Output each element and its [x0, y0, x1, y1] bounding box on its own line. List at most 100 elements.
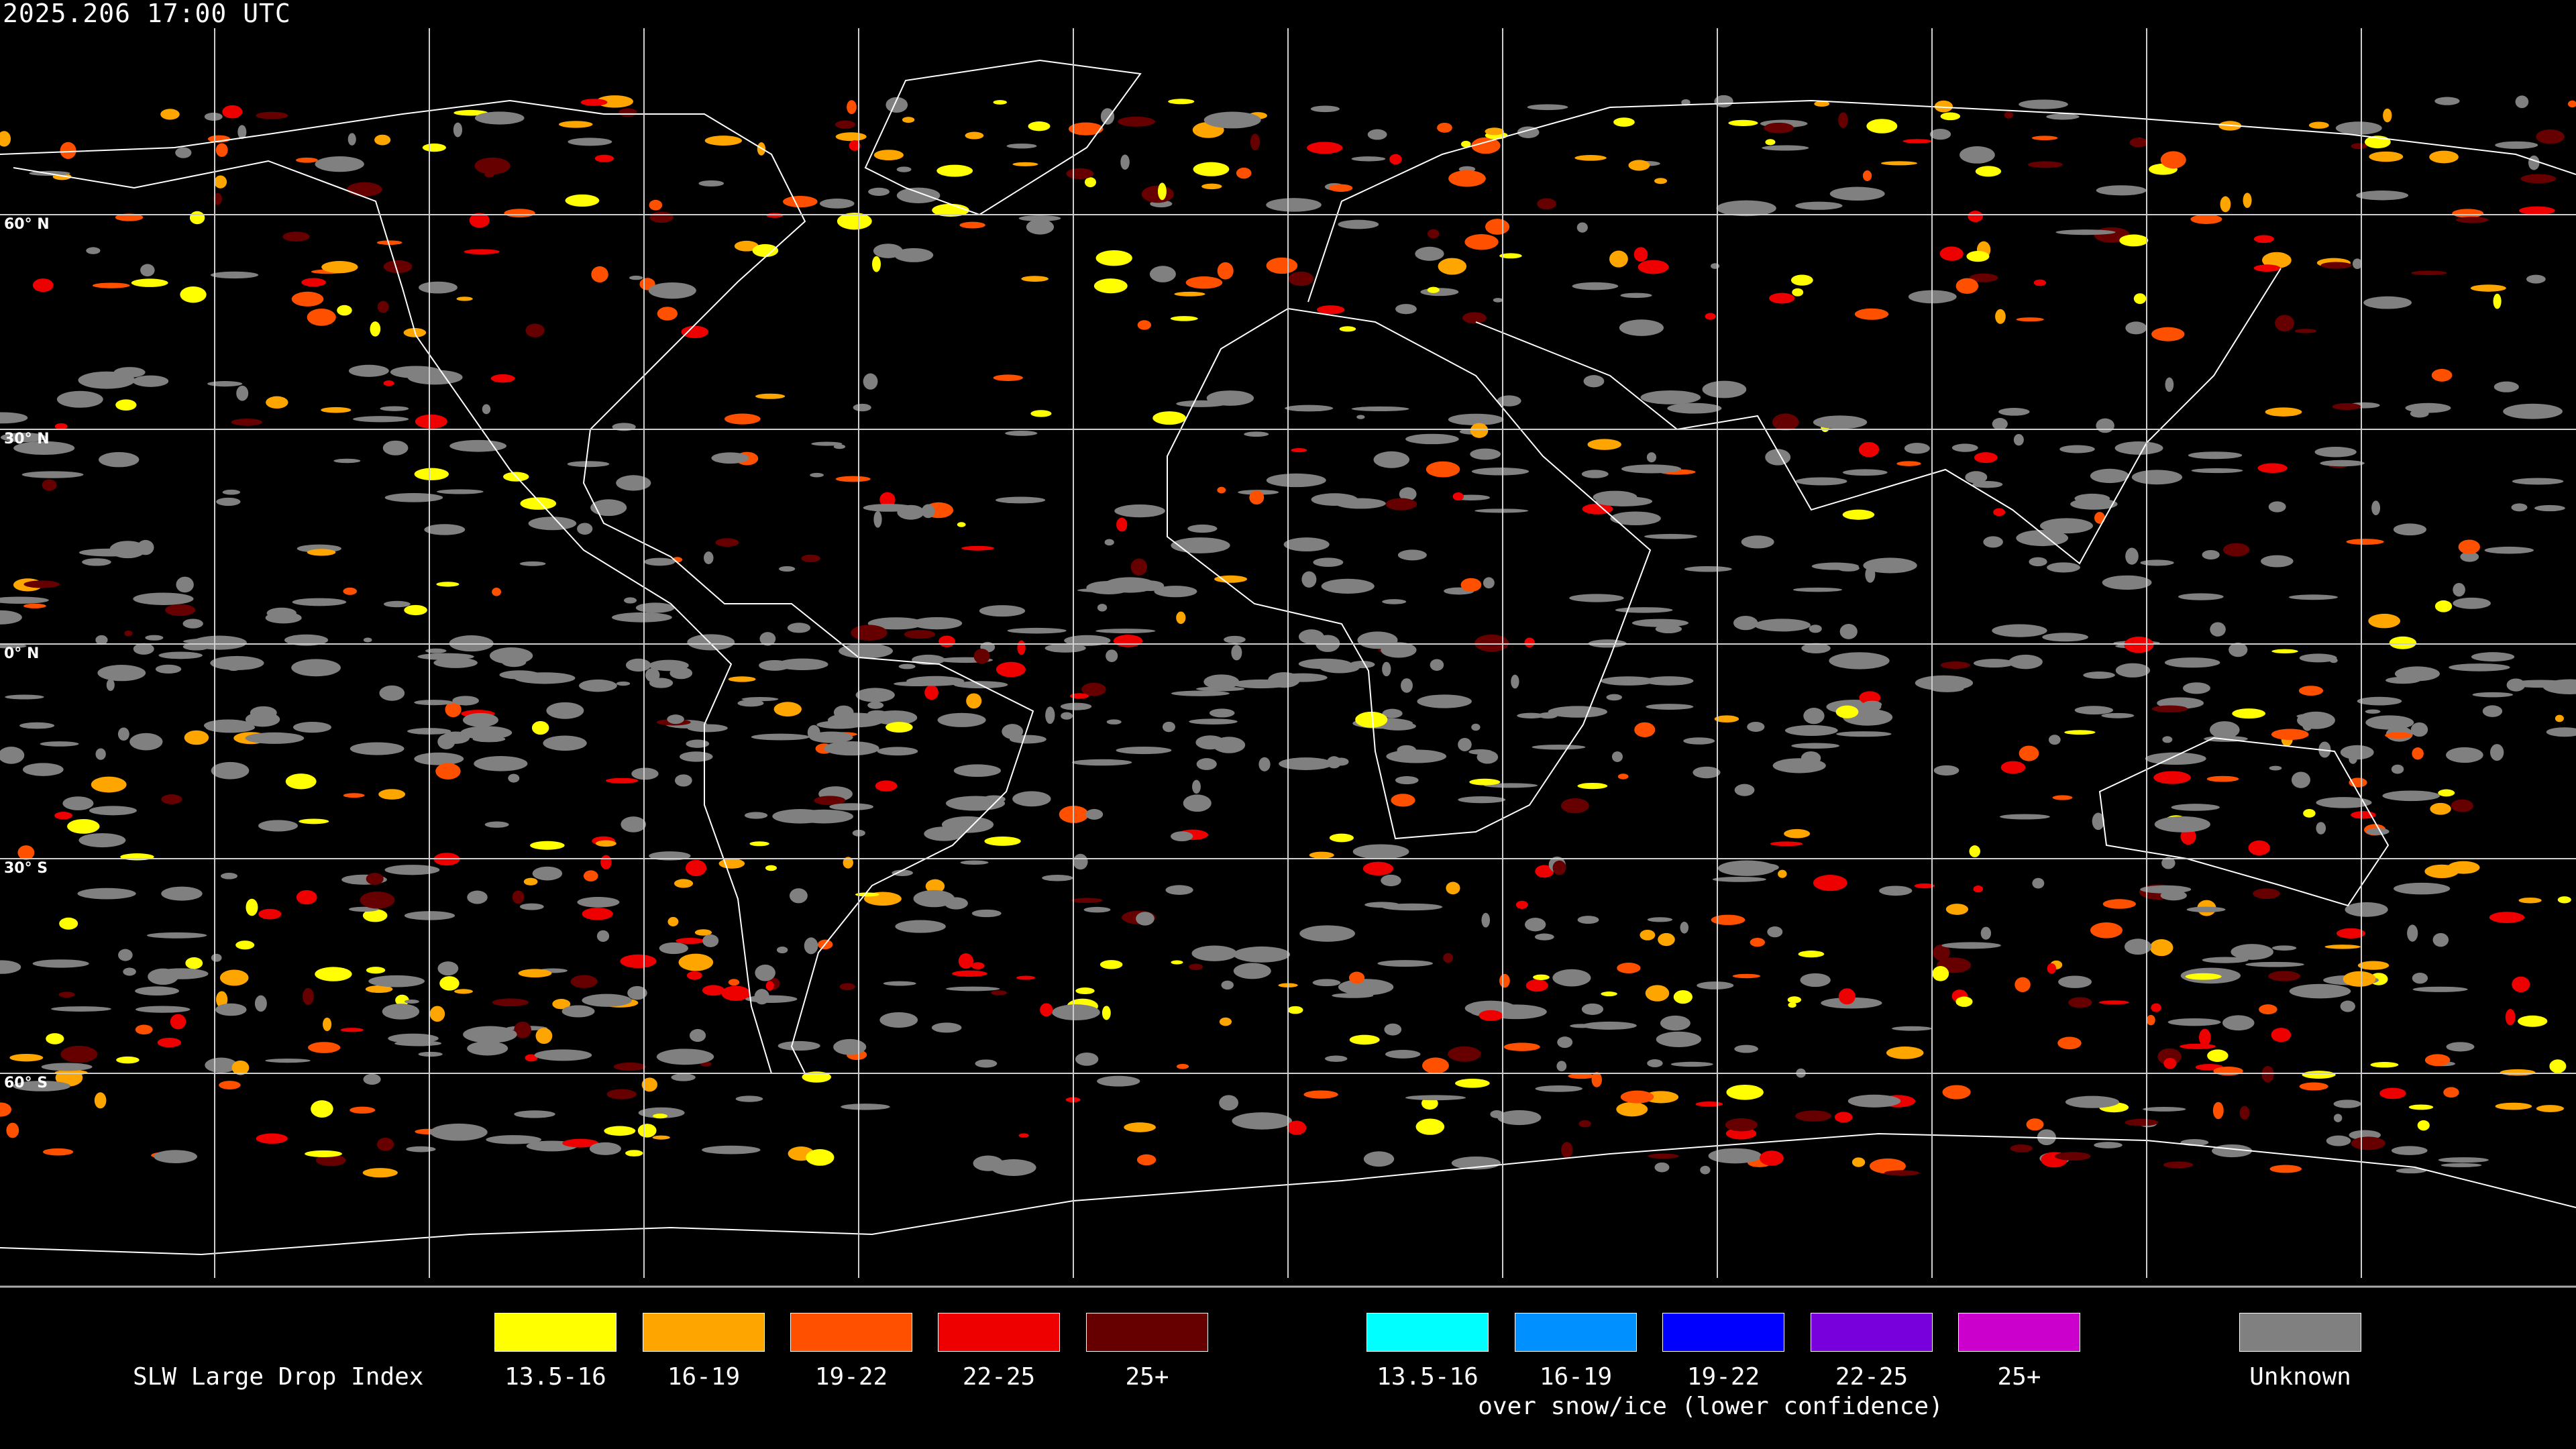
cloud-unknown — [2471, 652, 2515, 662]
cloud-unknown — [129, 733, 163, 751]
cloud-large-drop — [773, 702, 802, 717]
cloud-unknown — [867, 617, 924, 630]
cloud-unknown — [2340, 745, 2374, 760]
cloud-large-drop — [1648, 1153, 1679, 1159]
cloud-unknown — [2299, 653, 2337, 663]
cloud-large-drop — [1124, 1122, 1156, 1132]
cloud-unknown — [759, 632, 776, 646]
cloud-unknown — [1693, 766, 1721, 779]
cloud-unknown — [1203, 674, 1240, 690]
cloud-unknown — [0, 643, 27, 649]
cloud-unknown — [1569, 594, 1624, 602]
cloud-large-drop — [2519, 206, 2555, 215]
cloud-unknown — [1992, 418, 2008, 430]
cloud-large-drop — [2033, 279, 2047, 286]
cloud-large-drop — [296, 157, 318, 163]
cloud-unknown — [182, 619, 203, 629]
cloud-unknown — [896, 187, 941, 204]
cloud-unknown — [2434, 97, 2460, 105]
cloud-large-drop — [170, 1014, 186, 1030]
lat-label-30s: 30° S — [4, 860, 48, 877]
cloud-large-drop — [1017, 640, 1026, 655]
cloud-large-drop — [308, 1042, 341, 1053]
cloud-unknown — [1960, 146, 1995, 164]
cloud-unknown — [1064, 635, 1111, 646]
cloud-unknown — [2515, 95, 2529, 109]
cloud-large-drop — [301, 278, 326, 287]
cloud-large-drop — [1249, 490, 1265, 505]
cloud-unknown — [1660, 1015, 1690, 1031]
cloud-unknown — [1171, 831, 1193, 842]
legend-swatch-main-3 — [790, 1313, 912, 1352]
cloud-unknown — [207, 381, 243, 387]
cloud-unknown — [462, 712, 498, 727]
cloud-unknown — [1795, 477, 1847, 486]
cloud-unknown — [404, 999, 419, 1004]
cloud-unknown — [638, 1107, 685, 1118]
cloud-large-drop — [1130, 558, 1148, 576]
cloud-large-drop — [1201, 183, 1222, 190]
cloud-unknown — [1930, 685, 1964, 692]
cloud-large-drop — [2271, 729, 2309, 741]
cloud-unknown — [133, 643, 154, 655]
cloud-unknown — [1548, 706, 1607, 718]
cloud-large-drop — [1880, 161, 1918, 166]
cloud-unknown — [1458, 796, 1506, 804]
cloud-unknown — [106, 679, 115, 691]
cloud-unknown — [1044, 643, 1086, 653]
lat-label-0n: 0° N — [4, 645, 40, 662]
cloud-large-drop — [1113, 635, 1143, 647]
cloud-large-drop — [1471, 137, 1501, 154]
cloud-unknown — [463, 1026, 517, 1043]
cloud-large-drop — [2000, 761, 2026, 774]
cloud-unknown — [741, 697, 779, 702]
cloud-large-drop — [1266, 257, 1298, 274]
cloud-large-drop — [1561, 1142, 1573, 1159]
cloud-large-drop — [2047, 963, 2057, 974]
cloud-large-drop — [1460, 578, 1482, 592]
cloud-large-drop — [2379, 1087, 2406, 1099]
cloud-large-drop — [1193, 162, 1230, 176]
cloud-large-drop — [307, 549, 336, 556]
cloud-unknown — [113, 367, 146, 378]
cloud-unknown — [2048, 735, 2061, 745]
cloud-unknown — [833, 1038, 867, 1055]
cloud-large-drop — [2064, 730, 2096, 735]
cloud-unknown — [1493, 298, 1503, 303]
cloud-unknown — [809, 731, 853, 743]
cloud-large-drop — [625, 1150, 643, 1157]
cloud-large-drop — [1628, 160, 1650, 171]
cloud-large-drop — [2253, 264, 2281, 272]
cloud-large-drop — [376, 240, 402, 246]
cloud-unknown — [1892, 1026, 1932, 1031]
cloud-large-drop — [1389, 154, 1402, 165]
cloud-large-drop — [256, 111, 288, 119]
cloud-large-drop — [2536, 1105, 2565, 1112]
cloud-large-drop — [1415, 1118, 1445, 1135]
cloud-unknown — [1941, 942, 2001, 949]
cloud-large-drop — [1309, 851, 1334, 859]
cloud-unknown — [383, 600, 411, 608]
cloud-unknown — [382, 440, 409, 455]
cloud-unknown — [1631, 619, 1689, 627]
cloud-large-drop — [67, 818, 100, 834]
cloud-large-drop — [1969, 273, 1998, 282]
cloud-large-drop — [1838, 112, 1848, 128]
cloud-large-drop — [1620, 1090, 1654, 1104]
cloud-unknown — [1813, 415, 1868, 429]
cloud-large-drop — [802, 1071, 832, 1083]
snow-ice-caption: over snow/ice (lower confidence) — [1478, 1393, 1943, 1420]
cloud-unknown — [1795, 201, 1843, 210]
cloud-unknown — [702, 934, 719, 947]
cloud-large-drop — [2163, 1161, 2194, 1169]
cloud-unknown — [514, 1110, 555, 1118]
cloud-large-drop — [1975, 166, 2002, 177]
cloud-unknown — [971, 909, 1002, 918]
cloud-large-drop — [2212, 1102, 2224, 1120]
cloud-large-drop — [1437, 122, 1452, 133]
cloud-large-drop — [1525, 979, 1548, 992]
cloud-unknown — [1006, 143, 1037, 149]
cloud-large-drop — [902, 117, 915, 123]
cloud-large-drop — [1168, 99, 1195, 105]
cloud-unknown — [0, 596, 49, 604]
